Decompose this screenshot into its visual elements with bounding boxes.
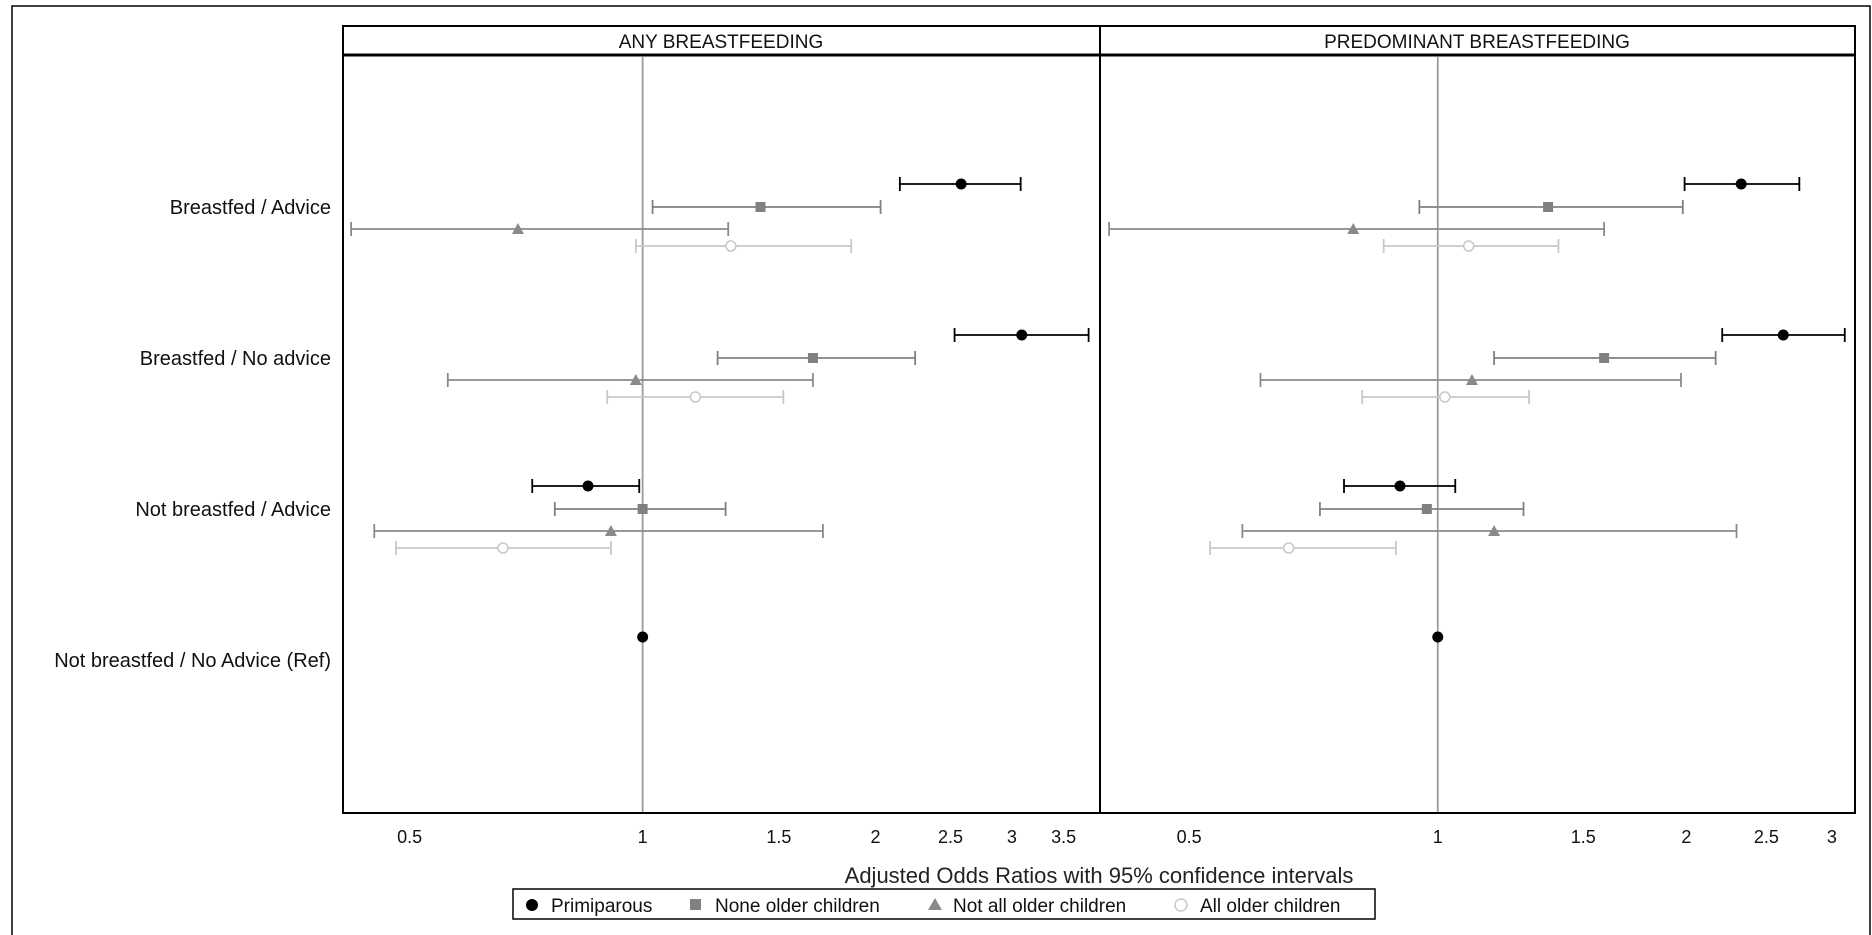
panel-title-predominant: PREDOMINANT BREASTFEEDING	[1324, 32, 1630, 53]
legend-label-primiparous: Primiparous	[551, 896, 652, 917]
panel-frame-predominant	[1099, 25, 1856, 814]
point-all-older	[1282, 542, 1295, 554]
point-primiparous	[1735, 178, 1747, 190]
point-none-older	[755, 202, 766, 212]
x-axis-label: Adjusted Odds Ratios with 95% confidence…	[845, 863, 1354, 888]
x-tick-label: 2.5	[938, 827, 963, 847]
legend-marker-not-all-older	[928, 898, 942, 910]
point-none-older	[1599, 353, 1610, 363]
legend-marker-primiparous	[526, 899, 538, 911]
point-none-older	[1421, 504, 1432, 514]
x-tick-label: 0.5	[1177, 827, 1202, 847]
legend-box	[512, 888, 1376, 920]
x-tick-label: 1.5	[1571, 827, 1596, 847]
chart-marks	[350, 57, 1846, 812]
point-primiparous	[1432, 631, 1444, 643]
point-not-all-older	[1465, 374, 1478, 385]
x-axis-ticks: 0.5 1 1.5 2 2.5 3 3.5 0.5 1 1.5 2 2.5 3	[397, 827, 1837, 847]
point-none-older	[807, 353, 818, 363]
legend-marker-none-older	[690, 899, 701, 910]
figure-frame	[11, 5, 1871, 935]
x-tick-label: 2	[871, 827, 881, 847]
point-all-older	[1439, 391, 1451, 403]
point-all-older	[689, 391, 702, 403]
point-primiparous	[1777, 329, 1789, 341]
legend-label-not-all-older: Not all older children	[953, 896, 1126, 917]
point-all-older	[1462, 240, 1475, 252]
point-not-all-older	[629, 374, 642, 385]
row-label-breastfed-no-advice: Breastfed / No advice	[140, 348, 331, 370]
x-tick-label: 1.5	[766, 827, 791, 847]
point-not-all-older	[511, 223, 524, 234]
row-label-breastfed-advice: Breastfed / Advice	[170, 197, 331, 219]
point-primiparous	[1016, 329, 1028, 341]
point-none-older	[637, 504, 648, 514]
legend-marker-all-older	[1174, 898, 1188, 912]
x-tick-label: 1	[638, 827, 648, 847]
x-tick-label: 3.5	[1051, 827, 1076, 847]
panel-title-any: ANY BREASTFEEDING	[619, 32, 823, 53]
point-not-all-older	[604, 525, 617, 536]
x-tick-label: 0.5	[397, 827, 422, 847]
point-none-older	[1543, 202, 1554, 212]
legend: Primiparous None older children Not all …	[512, 888, 1376, 920]
legend-label-none-older: None older children	[715, 896, 880, 917]
row-label-reference: Not breastfed / No Advice (Ref)	[54, 650, 331, 672]
point-primiparous	[955, 178, 967, 190]
x-tick-label: 2.5	[1754, 827, 1779, 847]
point-all-older	[725, 240, 737, 252]
x-tick-label: 3	[1007, 827, 1017, 847]
x-tick-label: 1	[1433, 827, 1443, 847]
point-primiparous	[1394, 480, 1406, 492]
point-not-all-older	[1488, 525, 1501, 536]
row-label-not-breastfed-advice: Not breastfed / Advice	[135, 499, 331, 521]
legend-label-all-older: All older children	[1200, 896, 1340, 917]
point-primiparous	[637, 631, 649, 643]
x-tick-label: 3	[1827, 827, 1837, 847]
x-tick-label: 2	[1681, 827, 1691, 847]
point-all-older	[497, 542, 509, 554]
point-primiparous	[582, 480, 594, 492]
point-not-all-older	[1347, 223, 1360, 234]
panel-frame-any	[342, 25, 1101, 814]
